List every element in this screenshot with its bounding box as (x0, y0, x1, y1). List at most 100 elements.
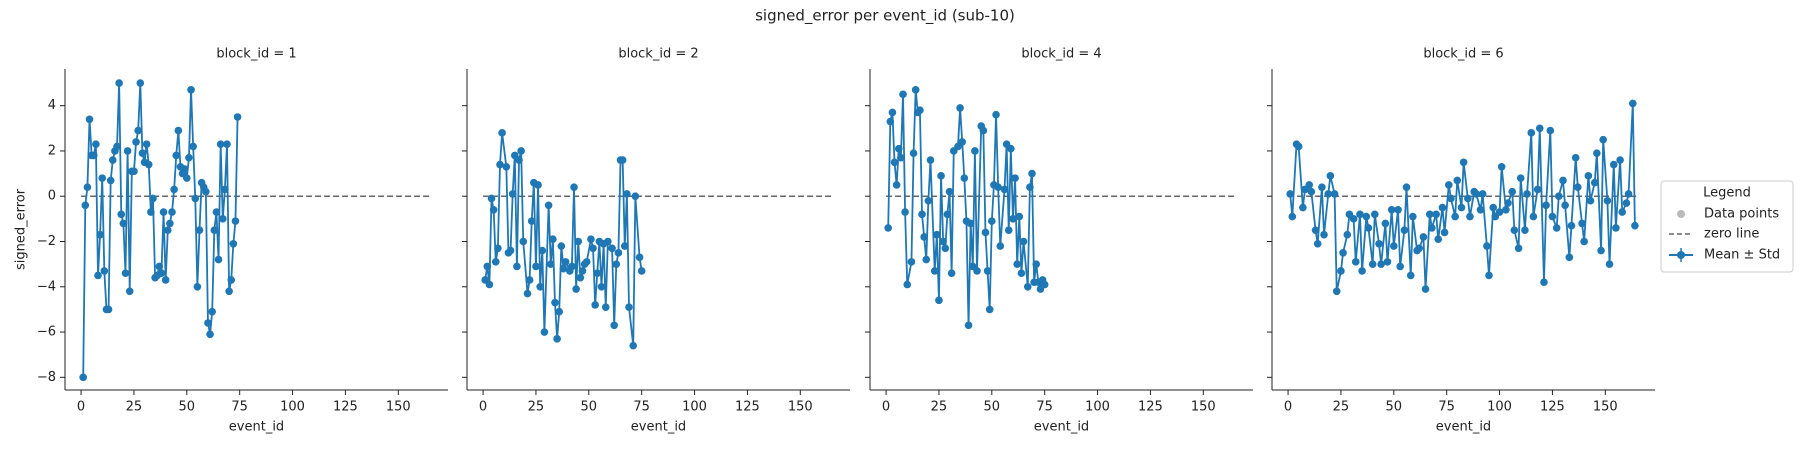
x-tick-label: 25 (1333, 400, 1350, 415)
data-point (1578, 219, 1586, 228)
data-point (1432, 210, 1440, 219)
data-point (123, 147, 132, 155)
x-axis-label: event_id (1034, 420, 1089, 435)
data-point (1400, 226, 1409, 234)
data-point (1571, 153, 1580, 162)
data-point (1567, 221, 1576, 230)
data-point (1007, 144, 1015, 153)
y-tick-label: −2 (37, 234, 56, 249)
data-point (1330, 190, 1339, 198)
x-tick-label: 50 (984, 400, 1001, 415)
data-point (1017, 269, 1026, 277)
data-point (496, 160, 504, 169)
legend-symbol (1677, 251, 1685, 259)
data-point (125, 287, 134, 296)
data-point (1307, 187, 1316, 196)
data-point (907, 258, 916, 266)
data-point (1421, 285, 1430, 293)
data-point (206, 330, 214, 339)
data-point (1624, 190, 1633, 198)
x-tick-label: 150 (1593, 400, 1618, 415)
data-point (130, 167, 138, 176)
data-point (1387, 206, 1396, 214)
data-point (1011, 174, 1019, 182)
data-point (1504, 199, 1512, 207)
x-tick-label: 150 (1191, 400, 1216, 415)
data-point (210, 226, 219, 234)
data-point (589, 244, 597, 253)
data-point (1390, 242, 1398, 250)
data-point (79, 373, 87, 382)
data-point (168, 208, 176, 216)
x-tick-label: 0 (479, 400, 487, 415)
data-point (888, 108, 897, 117)
data-point (884, 224, 892, 232)
data-point (996, 242, 1005, 250)
x-tick-label: 125 (1540, 400, 1565, 415)
data-point (947, 269, 956, 277)
x-tick-label: 125 (1138, 400, 1163, 415)
x-tick-label: 75 (1438, 400, 1455, 415)
data-point (1533, 185, 1542, 194)
data-point (191, 194, 200, 203)
data-point (134, 126, 142, 135)
data-point (1356, 210, 1364, 219)
data-point (485, 280, 494, 289)
data-point (1508, 187, 1517, 196)
x-tick-label: 25 (931, 400, 948, 415)
data-point (1409, 212, 1417, 221)
data-point (487, 194, 496, 203)
data-point (561, 258, 570, 266)
data-point (1502, 206, 1510, 214)
x-tick-label: 100 (280, 400, 305, 415)
data-point (1294, 142, 1303, 151)
data-point (1609, 160, 1618, 169)
data-point (637, 267, 646, 275)
data-point (1548, 212, 1557, 221)
data-point (570, 183, 578, 191)
data-point (132, 138, 140, 146)
data-point (223, 140, 231, 148)
data-point (1326, 172, 1335, 180)
data-point (544, 201, 553, 210)
data-point (1523, 190, 1531, 198)
data-point (935, 296, 943, 305)
data-point (174, 126, 183, 135)
data-point (96, 230, 104, 239)
data-point (1514, 244, 1523, 253)
legend-label: Mean ± Std (1704, 248, 1780, 263)
y-tick-label: −6 (37, 325, 56, 340)
data-point (121, 269, 130, 277)
data-point (227, 276, 236, 284)
data-point (1000, 185, 1009, 194)
data-point (204, 319, 212, 327)
data-point (890, 158, 899, 167)
x-tick-label: 0 (882, 400, 890, 415)
data-point (1358, 267, 1366, 275)
data-point (1590, 178, 1599, 187)
data-point (899, 90, 907, 99)
data-point (635, 253, 644, 262)
data-point (94, 271, 102, 280)
data-point (1451, 212, 1459, 221)
data-point (1453, 176, 1462, 185)
data-point (185, 153, 193, 162)
data-point (483, 262, 492, 271)
data-point (597, 282, 606, 291)
data-point (221, 185, 229, 194)
data-point (216, 140, 225, 148)
data-point (212, 208, 221, 216)
data-point (1023, 282, 1032, 291)
data-point (1529, 212, 1538, 221)
data-point (901, 208, 909, 216)
data-point (1574, 183, 1582, 191)
data-point (988, 217, 996, 225)
data-point (553, 335, 561, 343)
data-point (113, 142, 121, 151)
y-axis-label: signed_error (14, 188, 29, 270)
data-point (1459, 158, 1468, 167)
x-axis-label: event_id (229, 420, 284, 435)
data-point (1428, 224, 1436, 232)
data-point (513, 262, 521, 271)
